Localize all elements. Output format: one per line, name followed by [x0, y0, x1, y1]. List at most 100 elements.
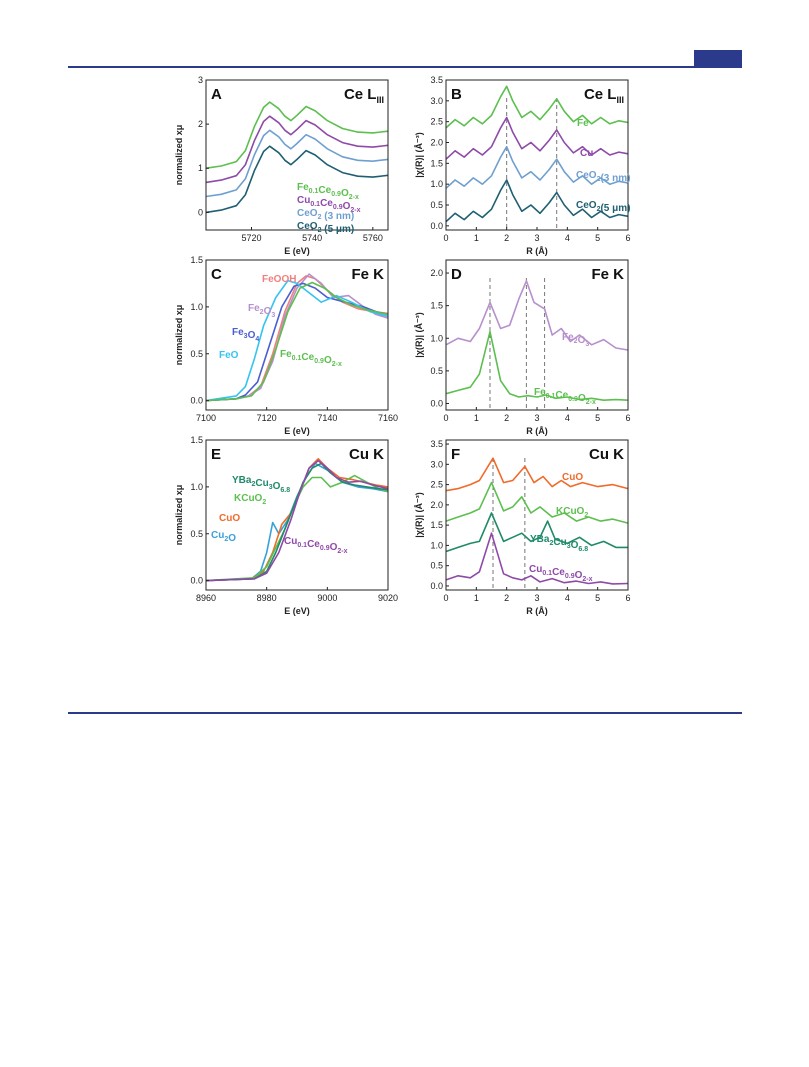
label-subscript: 6.8	[578, 546, 588, 553]
series-line-1	[445, 116, 629, 160]
chart-title: Fe K	[591, 266, 624, 283]
label-text: YBa	[232, 475, 252, 486]
label-subscript: 0.9	[333, 204, 343, 211]
label-subscript: 0.9	[331, 191, 341, 198]
x-tick-label: 4	[565, 233, 570, 243]
label-subscript: 2-x	[582, 576, 592, 583]
label-text: CuO	[219, 513, 240, 524]
series-label: FeO	[219, 350, 239, 361]
label-text: O	[571, 540, 579, 551]
x-tick-label: 2	[504, 593, 509, 603]
series-line-1	[205, 115, 389, 184]
label-text: Ce	[307, 539, 320, 550]
label-text: Cu	[580, 148, 593, 159]
series-label: Cu	[580, 148, 593, 159]
x-axis-label: E (eV)	[284, 606, 310, 616]
y-tick-label: 0.0	[430, 398, 443, 408]
y-tick-label: 1.0	[190, 482, 203, 492]
label-subscript: 6.8	[280, 487, 290, 494]
label-subscript: 0.1	[297, 542, 307, 549]
label-subscript: 0.9	[568, 396, 578, 403]
label-text: Fe	[577, 118, 589, 129]
x-tick-label: 5720	[241, 233, 261, 243]
series-line-0	[445, 280, 629, 351]
chart-title-subscript: III	[376, 95, 384, 105]
label-text: O	[228, 533, 236, 544]
x-tick-label: 4	[565, 413, 570, 423]
plot-frame	[205, 259, 389, 411]
chart-title-text: Fe K	[591, 266, 624, 283]
series-label: FeOOH	[262, 274, 296, 285]
plot-frame	[205, 439, 389, 591]
chart-e: 8960 8980 9000 9020 0.0 0.5 1.0 1.5 E (eV) normal…	[174, 435, 398, 616]
series-label: CeO2(5 μm)	[576, 200, 630, 214]
series-label: Fe	[577, 118, 589, 129]
x-tick-label: 9020	[378, 593, 398, 603]
label-text: Ce	[552, 567, 565, 578]
label-subscript: 0.1	[546, 393, 556, 400]
label-text: CeO	[297, 208, 318, 219]
x-axis-label: R (Å)	[526, 246, 548, 256]
label-text: FeOOH	[262, 274, 296, 285]
y-tick-label: 2.0	[430, 138, 443, 148]
y-tick-label: 0	[198, 207, 203, 217]
series-label: Cu2O	[211, 530, 236, 544]
label-text: O	[264, 306, 272, 317]
series-line-2	[205, 129, 389, 198]
x-tick-label: 0	[443, 233, 448, 243]
label-subscript: 2	[549, 540, 553, 547]
series-label: CeO2 (3 nm)	[297, 208, 354, 222]
y-tick-label: 1.5	[430, 520, 443, 530]
chart-title-text: Cu K	[349, 446, 384, 463]
x-axis-label: R (Å)	[526, 426, 548, 436]
series-line-2	[205, 474, 389, 582]
chart-panel-b: 0 1 2 3 4 5 6 0.0 0.5 1.0 1.5 2.0 2.5 3.0 3.5 R (Å) |χ(R…	[412, 75, 634, 258]
y-tick-label: 1.5	[190, 255, 203, 265]
series-line-0	[445, 457, 629, 492]
label-text: Ce	[318, 185, 331, 196]
label-subscript: 2-x	[350, 207, 360, 214]
chart-title-text: Fe K	[351, 266, 384, 283]
y-tick-label: 0.5	[430, 200, 443, 210]
series-label: Cu0.1Ce0.9O2-x	[297, 195, 361, 214]
series-line-0	[205, 101, 389, 169]
x-tick-label: 1	[474, 233, 479, 243]
series-line-4	[205, 281, 389, 402]
panel-letter: D	[451, 266, 462, 283]
label-text: O	[578, 393, 586, 404]
y-axis-label: normalized xμ	[174, 305, 184, 366]
x-tick-label: 1	[474, 413, 479, 423]
chart-title: Cu K	[589, 446, 624, 463]
label-text: Ce	[301, 352, 314, 363]
label-subscript: 0.9	[565, 573, 575, 580]
x-tick-label: 3	[534, 413, 539, 423]
y-tick-label: 0.5	[190, 529, 203, 539]
label-text: Fe	[297, 182, 309, 193]
series-line-3	[205, 145, 389, 214]
x-tick-label: 0	[443, 593, 448, 603]
x-tick-label: 0	[443, 413, 448, 423]
chart-title: Cu K	[349, 446, 384, 463]
label-text: Fe	[562, 332, 574, 343]
chart-c: 7100 7120 7140 7160 0.0 0.5 1.0 1.5 E (eV) normal…	[174, 255, 398, 436]
label-text: O	[324, 355, 332, 366]
y-tick-label: 1.5	[430, 301, 443, 311]
label-text: Fe	[248, 303, 260, 314]
label-subscript: 2	[262, 499, 266, 506]
chart-title: Ce LIII	[584, 86, 624, 105]
chart-title-text: Cu K	[589, 446, 624, 463]
label-text: O	[341, 188, 349, 199]
label-subscript: 2-x	[349, 194, 359, 201]
panel-letter: F	[451, 446, 460, 463]
series-line-0	[445, 85, 629, 129]
label-subscript: 2	[597, 176, 601, 183]
series-line-1	[445, 330, 629, 401]
label-subscript: 2	[224, 536, 228, 543]
x-tick-label: 6	[625, 593, 630, 603]
label-text: YBa	[530, 534, 550, 545]
top-rule	[68, 66, 742, 68]
label-subscript: 2	[318, 227, 322, 234]
label-subscript: 3	[269, 484, 273, 491]
label-subscript: 0.9	[320, 545, 330, 552]
chart-b: 0 1 2 3 4 5 6 0.0 0.5 1.0 1.5 2.0 2.5 3.0 3.5 R (Å) |χ(R…	[414, 75, 631, 256]
